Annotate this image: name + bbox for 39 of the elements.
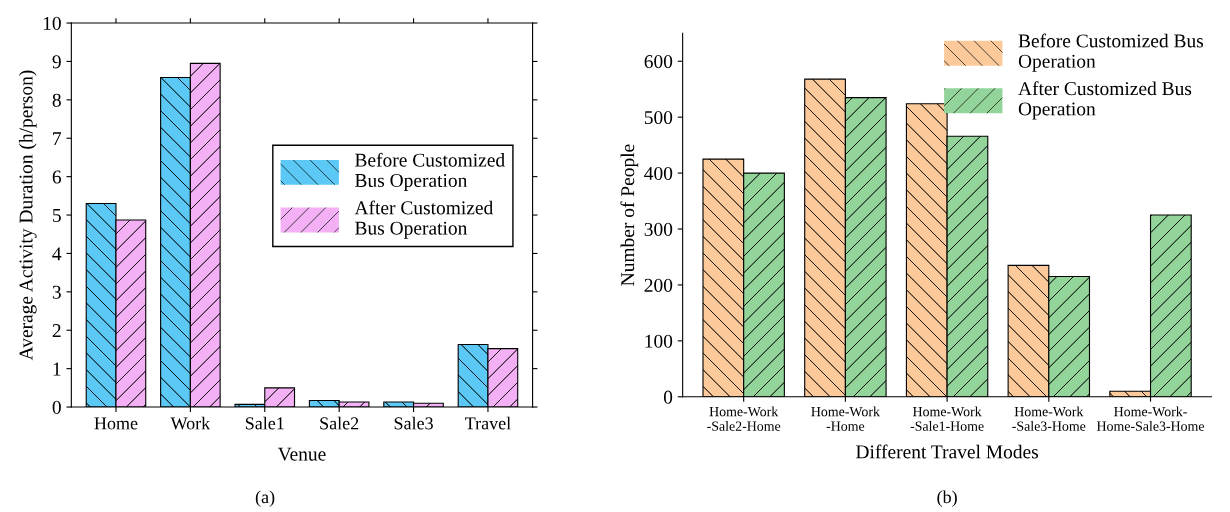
x-tick-label: Home-Work -Sale3-Home xyxy=(1012,406,1086,431)
x-tick-label: Home-Work -Sale2-Home xyxy=(707,406,781,431)
x-tick-label: Work xyxy=(170,416,211,430)
y-tick-label: 5 xyxy=(53,209,61,222)
legend-label: Before Customized Bus Operation xyxy=(1018,33,1204,72)
legend-label: Before Customized Bus Operation xyxy=(355,152,505,191)
x-axis-title: Venue xyxy=(277,447,326,461)
x-axis-title: Different Travel Modes xyxy=(856,444,1039,459)
y-tick-label: 0 xyxy=(663,390,673,404)
x-tick-label: Home-Work- Home-Sale3-Home xyxy=(1096,406,1205,431)
x-tick-label: Home xyxy=(94,417,138,430)
y-tick-label: 400 xyxy=(644,166,673,181)
text: (b) xyxy=(937,490,957,507)
y-tick-label: 4 xyxy=(52,247,62,261)
y-tick-label: 1 xyxy=(53,362,61,376)
y-axis-title: Number of People xyxy=(620,144,639,286)
x-tick-label: Sale1 xyxy=(245,416,284,430)
y-tick-label: 200 xyxy=(644,278,673,292)
legend-label: After Customized Bus Operation xyxy=(354,200,494,239)
y-axis-title: Average Activity Duration (h/person) xyxy=(18,70,37,361)
y-tick-label: 300 xyxy=(644,222,673,236)
x-tick-label: Home-Work -Home xyxy=(811,406,880,431)
x-tick-label: Sale2 xyxy=(320,416,359,430)
y-tick-label: 3 xyxy=(52,285,61,299)
y-tick-label: 600 xyxy=(644,55,673,69)
y-tick-label: 9 xyxy=(52,55,61,69)
y-tick-label: 8 xyxy=(52,93,61,107)
y-tick-label: 2 xyxy=(52,324,61,337)
y-tick-label: 100 xyxy=(645,334,673,348)
y-tick-label: 0 xyxy=(52,400,61,414)
x-tick-label: Travel xyxy=(465,416,511,430)
y-tick-label: 500 xyxy=(644,110,673,125)
x-tick-label: Home-Work -Sale1-Home xyxy=(910,406,984,431)
y-tick-label: 10 xyxy=(43,16,61,30)
legend-label: After Customized Bus Operation xyxy=(1018,81,1192,120)
y-tick-label: 6 xyxy=(52,170,62,184)
text: (a) xyxy=(255,490,275,507)
y-tick-label: 7 xyxy=(53,132,62,145)
x-tick-label: Sale3 xyxy=(394,416,433,430)
